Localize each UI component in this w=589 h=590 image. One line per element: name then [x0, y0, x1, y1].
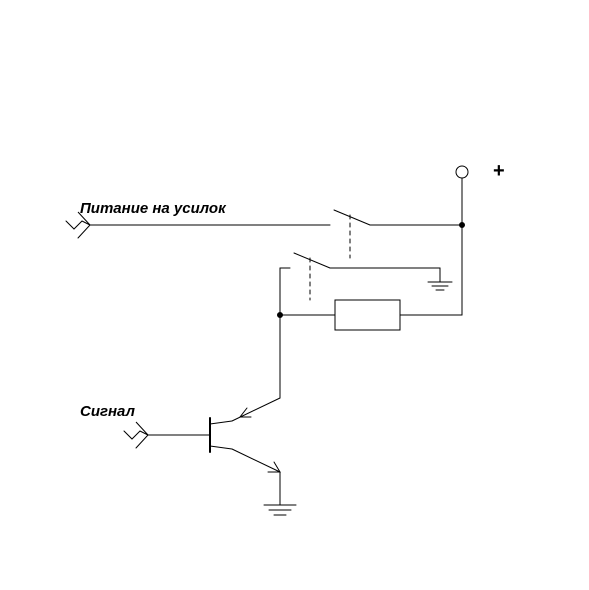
circuit-diagram: [0, 0, 589, 590]
plus-label: +: [493, 160, 505, 183]
supply-terminal-icon: [456, 166, 468, 178]
signal-label: Сигнал: [80, 403, 135, 420]
transistor-icon: [148, 398, 280, 472]
input-arrow-icon: [136, 422, 148, 448]
ground-icon: [264, 505, 296, 515]
relay-coil-icon: [335, 300, 400, 330]
power-output-label: Питание на усилок: [80, 200, 226, 217]
